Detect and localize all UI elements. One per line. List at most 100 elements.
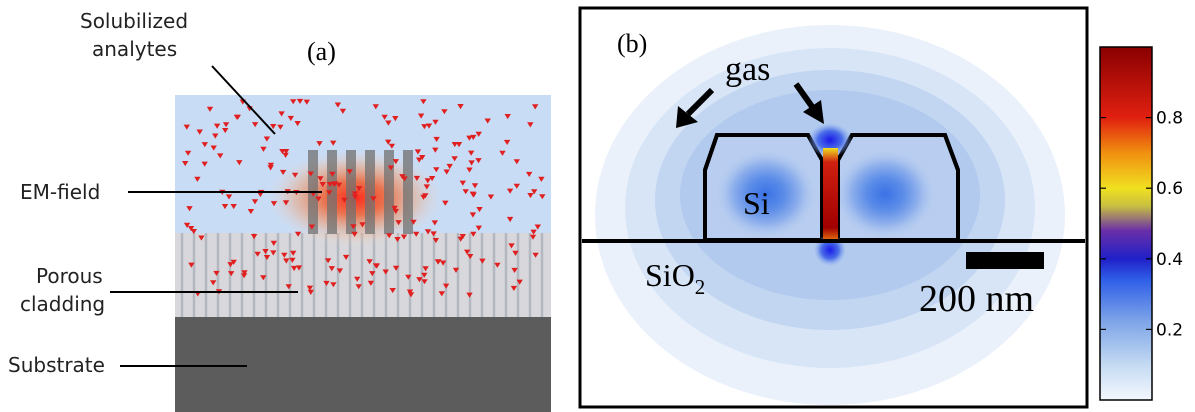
analyte-marker bbox=[294, 231, 302, 237]
analyte-marker bbox=[475, 131, 482, 137]
analyte-marker bbox=[250, 234, 258, 240]
analyte-marker bbox=[421, 279, 428, 285]
analyte-marker bbox=[233, 114, 241, 120]
analyte-marker bbox=[290, 99, 297, 105]
analyte-marker bbox=[323, 280, 330, 286]
analyte-marker bbox=[432, 119, 439, 125]
colorbar: 0.2 0.4 0.6 0.8 bbox=[1099, 46, 1183, 401]
analyte-marker bbox=[420, 194, 427, 200]
analyte-marker bbox=[230, 204, 237, 210]
analyte-marker bbox=[451, 156, 458, 162]
analyte-marker bbox=[442, 200, 449, 206]
analyte-marker bbox=[260, 275, 267, 281]
analyte-marker bbox=[210, 145, 217, 151]
analyte-marker bbox=[479, 258, 486, 264]
analyte-marker bbox=[438, 291, 445, 297]
analyte-marker bbox=[330, 282, 337, 288]
analyte-marker bbox=[526, 171, 533, 177]
colorbar-tick-label: 0.8 bbox=[1156, 109, 1183, 129]
analyte-marker bbox=[433, 167, 440, 173]
analyte-marker bbox=[303, 99, 310, 105]
analyte-marker bbox=[532, 252, 539, 258]
analyte-marker bbox=[221, 204, 229, 210]
analyte-marker bbox=[534, 224, 541, 230]
analyte-marker bbox=[373, 263, 380, 269]
analyte-marker bbox=[260, 146, 267, 152]
analyte-marker bbox=[236, 160, 243, 166]
analyte-marker bbox=[270, 240, 277, 246]
analyte-marker bbox=[339, 108, 347, 114]
sio2-label: SiO2 bbox=[645, 257, 705, 299]
analyte-marker bbox=[267, 165, 274, 171]
analyte-marker bbox=[188, 262, 195, 268]
panel-b-label: (b) bbox=[617, 29, 647, 58]
analyte-marker bbox=[470, 134, 477, 141]
analyte-marker bbox=[462, 189, 469, 195]
analyte-marker bbox=[422, 266, 429, 272]
analyte-marker bbox=[277, 124, 284, 130]
analyte-marker bbox=[451, 142, 458, 148]
waveguide-bar bbox=[403, 150, 413, 234]
analyte-marker bbox=[240, 273, 248, 279]
field-notch bbox=[610, 23, 674, 87]
analyte-marker bbox=[350, 224, 357, 230]
analyte-marker bbox=[291, 172, 299, 178]
mode-lobe-right bbox=[833, 148, 937, 240]
analyte-marker bbox=[531, 189, 538, 195]
analyte-marker bbox=[494, 262, 501, 268]
analyte-marker bbox=[186, 206, 193, 212]
panel-a: (a) Solubilized analytes EM-field Porous… bbox=[8, 9, 551, 412]
analyte-marker bbox=[354, 276, 361, 282]
analyte-marker bbox=[316, 141, 323, 147]
analyte-marker bbox=[342, 254, 350, 260]
analyte-marker bbox=[281, 252, 288, 258]
analyte-marker bbox=[359, 222, 366, 228]
analyte-marker bbox=[464, 249, 471, 255]
analyte-marker bbox=[389, 288, 396, 294]
analyte-marker bbox=[469, 212, 477, 218]
gas-arrow-right-shaft bbox=[793, 82, 816, 110]
analyte-marker bbox=[394, 237, 401, 243]
analyte-marker bbox=[227, 262, 234, 268]
analyte-marker bbox=[182, 161, 189, 167]
analyte-marker bbox=[336, 268, 343, 274]
analyte-marker bbox=[270, 201, 278, 207]
gas-arrow-left-shaft bbox=[685, 87, 715, 117]
analyte-marker bbox=[392, 265, 400, 271]
analyte-marker bbox=[294, 121, 301, 127]
analyte-marker bbox=[351, 191, 359, 197]
analyte-marker bbox=[513, 183, 520, 189]
analyte-marker bbox=[267, 162, 275, 168]
analyte-marker bbox=[527, 122, 534, 128]
em-field-label: EM-field bbox=[20, 180, 100, 204]
analyte-marker bbox=[351, 231, 358, 237]
analyte-marker bbox=[442, 283, 450, 289]
analyte-marker bbox=[330, 140, 337, 146]
analyte-marker bbox=[282, 200, 290, 206]
analyte-marker bbox=[184, 150, 192, 156]
colorbar-ticks: 0.2 0.4 0.6 0.8 bbox=[1100, 109, 1183, 340]
analyte-marker bbox=[247, 209, 255, 215]
analyte-marker bbox=[467, 254, 474, 260]
analyte-marker bbox=[334, 102, 342, 108]
analytes-label-line2: analytes bbox=[92, 37, 177, 61]
analyte-marker bbox=[217, 153, 224, 159]
analyte-marker bbox=[425, 123, 433, 129]
analyte-marker bbox=[287, 115, 294, 121]
analyte-marker bbox=[530, 229, 537, 235]
analyte-marker bbox=[470, 231, 477, 237]
analyte-marker bbox=[392, 159, 399, 165]
analyte-marker bbox=[432, 147, 439, 153]
analyte-marker bbox=[538, 176, 545, 182]
porous-label: Porous bbox=[36, 264, 103, 288]
analyte-marker bbox=[433, 136, 440, 142]
analyte-marker bbox=[307, 289, 314, 295]
mode-lobe-left bbox=[714, 148, 818, 240]
analyte-marker bbox=[413, 231, 420, 237]
analyte-marker bbox=[385, 120, 392, 126]
analyte-marker bbox=[315, 196, 322, 202]
analyte-marker bbox=[372, 104, 379, 110]
analyte-marker bbox=[468, 150, 475, 156]
analyte-marker bbox=[395, 220, 402, 226]
analyte-marker bbox=[391, 205, 398, 211]
